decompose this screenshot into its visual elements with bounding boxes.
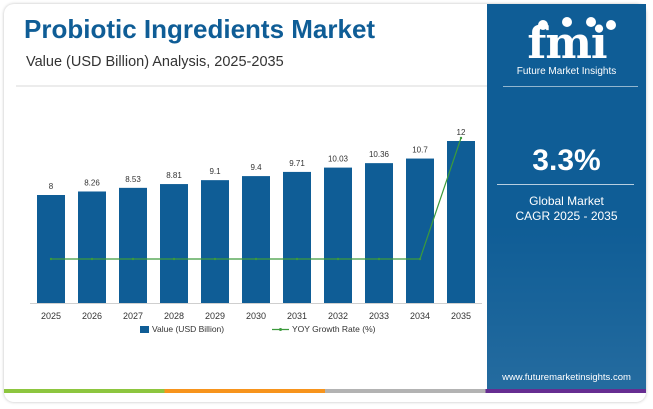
x-tick-2032: 2032: [328, 311, 348, 321]
yoy-point-2028: [172, 257, 176, 261]
x-tick-2026: 2026: [82, 311, 102, 321]
cagr-divider: [497, 184, 634, 185]
data-label-2034: 10.7: [412, 146, 428, 155]
x-tick-2033: 2033: [369, 311, 389, 321]
data-label-2027: 8.53: [125, 175, 141, 184]
data-label-2032: 10.03: [328, 155, 349, 164]
bar-2030: [242, 176, 270, 303]
bar-chart: 8 2025 8.26 2026 8.53 2027 8.81 2028 9.1 2029 9.4 2…: [16, 85, 487, 334]
yoy-point-2027: [131, 257, 135, 261]
cagr-label-line2: CAGR 2025 - 2035: [515, 209, 618, 223]
bar-2031: [283, 171, 311, 303]
bar-2029: [201, 180, 229, 303]
yoy-point-2034: [418, 257, 422, 261]
legend-swatch-value: [140, 326, 149, 333]
cagr-label-line1: Global Market: [529, 194, 604, 208]
bar-2028: [160, 184, 188, 303]
page-subtitle: Value (USD Billion) Analysis, 2025-2035: [26, 54, 284, 70]
x-tick-2034: 2034: [410, 311, 430, 321]
legend-marker-yoy: [279, 328, 282, 331]
x-tick-2027: 2027: [123, 311, 143, 321]
data-label-2031: 9.71: [289, 159, 305, 168]
brand-name: Future Market Insights: [516, 66, 617, 77]
yoy-point-2025: [49, 257, 53, 261]
data-label-2029: 9.1: [209, 167, 221, 176]
x-tick-2031: 2031: [287, 311, 307, 321]
bar-2032: [324, 167, 352, 303]
x-tick-2035: 2035: [451, 311, 471, 321]
yoy-point-2031: [295, 257, 299, 261]
bar-2033: [365, 163, 393, 303]
divider: [503, 86, 638, 87]
color-strip: [4, 389, 646, 393]
yoy-point-2035: [459, 136, 463, 140]
fmi-logo-icon: fmi: [527, 17, 616, 64]
bar-2035: [447, 141, 475, 303]
bar-2026: [78, 191, 106, 303]
legend-label-yoy: YOY Growth Rate (%): [292, 324, 376, 334]
yoy-point-2030: [254, 257, 258, 261]
x-tick-2028: 2028: [164, 311, 184, 321]
data-label-2033: 10.36: [369, 150, 390, 159]
bar-2027: [119, 187, 147, 303]
legend-label-value: Value (USD Billion): [152, 324, 224, 334]
cagr-value: 3.3%: [532, 144, 601, 177]
x-tick-2029: 2029: [205, 311, 225, 321]
yoy-point-2033: [377, 257, 381, 261]
website-link[interactable]: www.futuremarketinsights.com: [502, 372, 631, 383]
cagr-label: Global Market CAGR 2025 - 2035: [487, 194, 646, 224]
x-tick-2025: 2025: [41, 311, 61, 321]
yoy-point-2029: [213, 257, 217, 261]
x-tick-2030: 2030: [246, 311, 266, 321]
side-panel: fmi Future Market Insights 3.3% Global M…: [487, 4, 646, 389]
bar-2025: [37, 195, 65, 303]
data-label-2035: 12: [457, 128, 466, 137]
yoy-point-2026: [90, 257, 94, 261]
data-label-2026: 8.26: [84, 178, 100, 187]
data-label-2025: 8: [49, 182, 54, 191]
yoy-point-2032: [336, 257, 340, 261]
data-label-2028: 8.81: [166, 171, 182, 180]
page-title: Probiotic Ingredients Market: [24, 14, 376, 44]
data-label-2030: 9.4: [250, 163, 262, 172]
